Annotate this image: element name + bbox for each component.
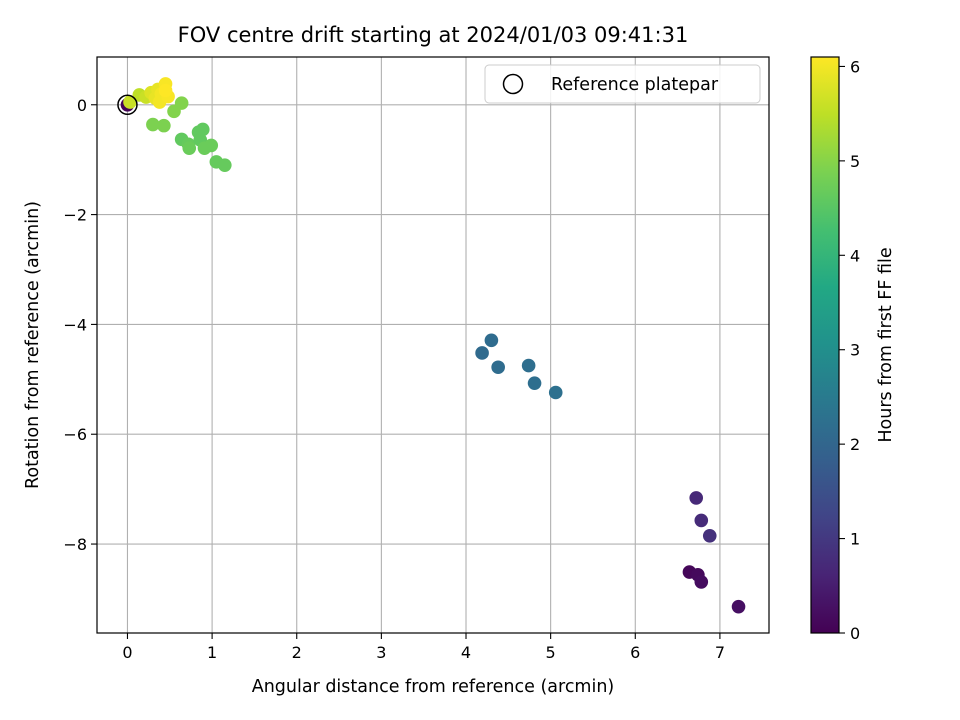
x-tick-label: 6 [630, 643, 640, 662]
colorbar-tick-label: 4 [850, 246, 860, 265]
x-tick-label: 7 [715, 643, 725, 662]
scatter-point [146, 117, 160, 132]
scatter-point [174, 96, 189, 110]
scatter-point [123, 95, 137, 109]
scatter-point [527, 376, 542, 390]
legend-reference-marker-icon [502, 73, 524, 95]
scatter-point [157, 118, 171, 133]
y-tick-label: −4 [63, 315, 87, 334]
y-tick-label: −2 [63, 206, 87, 225]
scatter-point [689, 491, 704, 505]
colorbar-tick-label: 1 [850, 530, 860, 549]
scatter-point [484, 333, 499, 348]
x-axis-label: Angular distance from reference (arcmin) [252, 677, 615, 697]
colorbar-ticks: 0 1 2 3 4 5 6 [839, 57, 860, 643]
y-axis-label: Rotation from reference (arcmin) [23, 201, 43, 489]
scatter-point [694, 513, 709, 528]
colorbar: 0 1 2 3 4 5 6 Hours from first FF file [810, 56, 896, 643]
scatter-point [521, 358, 536, 373]
colorbar-gradient [811, 57, 839, 633]
x-tick-label: 5 [546, 643, 556, 662]
legend: Reference platepar [484, 64, 761, 104]
colorbar-tick-label: 5 [850, 152, 860, 171]
scatter-point [694, 575, 709, 589]
scatter-point [548, 385, 563, 400]
data-points [120, 77, 746, 614]
chart-title: FOV centre drift starting at 2024/01/03 … [178, 23, 689, 47]
y-axis-ticks: 0 −2 −4 −6 −8 [63, 96, 97, 554]
grid-lines [97, 57, 769, 633]
reference-platepar-marker [117, 94, 138, 116]
scatter-point [702, 529, 717, 543]
scatter-point [217, 158, 232, 172]
plot-frame [96, 56, 770, 634]
scatter-point [195, 122, 210, 137]
x-tick-label: 4 [461, 643, 471, 662]
legend-reference-label: Reference platepar [551, 75, 719, 95]
scatter-point [731, 599, 746, 614]
x-tick-label: 3 [376, 643, 386, 662]
y-tick-label: 0 [77, 96, 87, 115]
x-axis-ticks: 0 1 2 3 4 5 6 7 [122, 633, 725, 662]
colorbar-tick-label: 3 [850, 341, 860, 360]
scatter-point [204, 138, 219, 153]
reference-marker [117, 94, 138, 116]
colorbar-tick-label: 2 [850, 435, 860, 454]
scatter-point [491, 360, 505, 375]
scatter-point [475, 346, 489, 360]
colorbar-frame [810, 56, 840, 634]
y-tick-label: −6 [63, 425, 87, 444]
legend-box [484, 64, 761, 104]
scatter-point [158, 83, 173, 98]
x-tick-label: 2 [292, 643, 302, 662]
scatter-point [182, 141, 197, 155]
x-tick-label: 1 [207, 643, 217, 662]
x-tick-label: 0 [122, 643, 132, 662]
colorbar-tick-label: 6 [850, 57, 860, 76]
y-tick-label: −8 [63, 535, 87, 554]
colorbar-tick-label: 0 [850, 624, 860, 643]
colorbar-label: Hours from first FF file [876, 247, 896, 442]
